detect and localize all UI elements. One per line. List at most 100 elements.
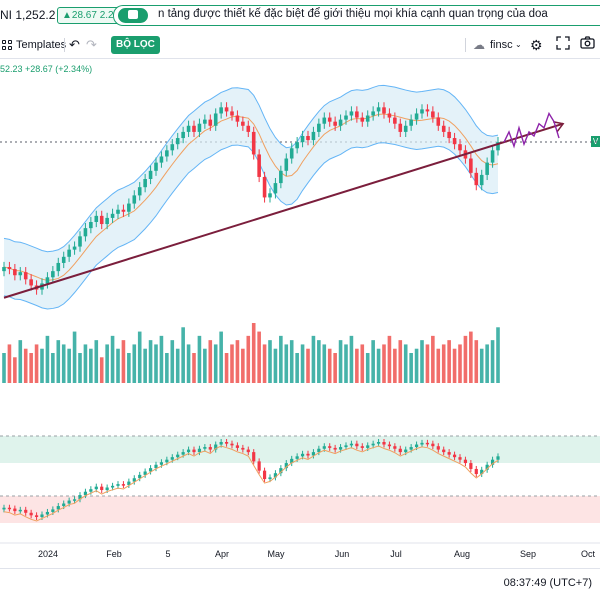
volume-bar — [45, 335, 50, 383]
candle-body — [387, 113, 392, 118]
oscillator-candle — [192, 449, 196, 453]
volume-bar — [474, 340, 479, 383]
oscillator-candle — [89, 489, 93, 492]
volume-bar — [365, 353, 370, 383]
chevron-down-icon[interactable]: ⌄ — [515, 40, 522, 49]
x-tick-label: May — [267, 549, 285, 559]
volume-bar — [349, 335, 354, 383]
volume-bar — [137, 331, 142, 383]
marquee-text: n tảng được thiết kế đặc biệt để giới th… — [158, 8, 548, 20]
candle-body — [246, 125, 251, 132]
volume-bar — [398, 340, 403, 383]
volume-bar — [327, 348, 332, 383]
oscillator-candle — [414, 444, 419, 448]
oscillator-candle — [409, 447, 413, 450]
candle-body — [241, 121, 245, 126]
volume-bar — [355, 348, 359, 383]
templates-button[interactable]: Templates — [16, 39, 67, 51]
volume-bar — [360, 344, 365, 383]
oscillator-candle — [13, 508, 17, 512]
oscillator-candle — [376, 442, 381, 444]
candle-body — [496, 142, 500, 151]
candle-body — [420, 109, 424, 114]
oscillator-candle — [7, 507, 12, 510]
volume-bar — [94, 340, 99, 383]
x-tick-label: Feb — [106, 549, 122, 559]
grid-icon[interactable] — [2, 40, 12, 50]
oscillator-candle — [78, 495, 82, 500]
oscillator-candle — [279, 468, 283, 474]
x-tick-label: 5 — [165, 549, 170, 559]
volume-bar — [452, 348, 457, 383]
filter-button[interactable]: BỘ LỌC — [111, 36, 160, 54]
oscillator-candle — [138, 474, 142, 479]
volume-bar — [143, 348, 147, 383]
candle-body — [192, 125, 196, 132]
volume-bar — [431, 335, 435, 383]
camera-icon[interactable] — [580, 36, 595, 54]
candle-body — [99, 215, 104, 225]
candle-body — [148, 170, 153, 179]
oscillator-candle — [398, 448, 402, 453]
candle-body — [295, 142, 299, 149]
volume-bar — [311, 335, 316, 383]
oscillator-candle — [306, 453, 310, 456]
candle-body — [197, 123, 202, 132]
forecast-path — [503, 111, 560, 149]
volume-bar — [463, 335, 468, 383]
candle-body — [273, 183, 278, 194]
oscillator-candle — [170, 457, 174, 460]
candle-body — [409, 119, 413, 126]
candle-body — [61, 256, 66, 263]
oscillator-candle — [252, 452, 256, 462]
news-marquee[interactable]: n tảng được thiết kế đặc biệt để giới th… — [113, 5, 600, 26]
oscillator-candle — [328, 446, 332, 448]
undo-icon[interactable]: ↶ — [69, 37, 80, 52]
expand-icon[interactable] — [556, 36, 570, 54]
x-tick-label: 2024 — [38, 549, 58, 559]
candle-body — [403, 125, 408, 132]
volume-bar — [127, 353, 131, 383]
volume-bar — [338, 340, 343, 383]
oscillator-candle — [349, 443, 354, 446]
oscillator-candle — [290, 458, 294, 464]
candle-body — [360, 117, 365, 122]
candle-body — [284, 158, 289, 171]
candle-body — [13, 269, 17, 276]
volume-bar — [403, 344, 408, 383]
oscillator-candle — [360, 446, 364, 448]
layout-name[interactable]: finsc — [490, 39, 513, 51]
chart-area[interactable]: 2024 Feb 5 Apr May Jun Jul Aug Sep Oct — [0, 58, 600, 568]
candle-body — [279, 170, 283, 184]
candle-body — [116, 209, 120, 214]
candle-body — [51, 271, 55, 278]
candle-body — [83, 228, 88, 237]
news-icon — [118, 8, 148, 23]
volume-bar — [67, 348, 71, 383]
volume-bar — [51, 353, 55, 383]
volume-bar — [148, 340, 153, 383]
volume-bar — [132, 344, 137, 383]
volume-bar — [197, 335, 202, 383]
oscillator-candle — [154, 464, 158, 469]
oscillator-candle — [67, 500, 71, 504]
x-tick-label: Jun — [335, 549, 350, 559]
volume-bar — [110, 335, 115, 383]
oscillator-candle — [480, 469, 484, 475]
volume-bar — [213, 344, 218, 383]
volume-bar — [300, 344, 305, 383]
oscillator-candle — [393, 446, 397, 449]
oscillator-candle — [105, 487, 109, 491]
candle-body — [268, 193, 272, 198]
chart-svg[interactable]: 2024 Feb 5 Apr May Jun Jul Aug Sep Oct — [0, 58, 600, 568]
moving-average-line — [3, 113, 499, 281]
redo-icon[interactable]: ↷ — [86, 37, 97, 52]
candle-body — [203, 119, 207, 124]
candle-body — [72, 246, 77, 250]
gear-icon[interactable]: ⚙ — [530, 37, 543, 53]
volume-bar — [192, 353, 196, 383]
candle-body — [29, 279, 33, 286]
volume-bar — [219, 331, 223, 383]
volume-bar — [458, 344, 462, 383]
volume-bar — [420, 340, 424, 383]
